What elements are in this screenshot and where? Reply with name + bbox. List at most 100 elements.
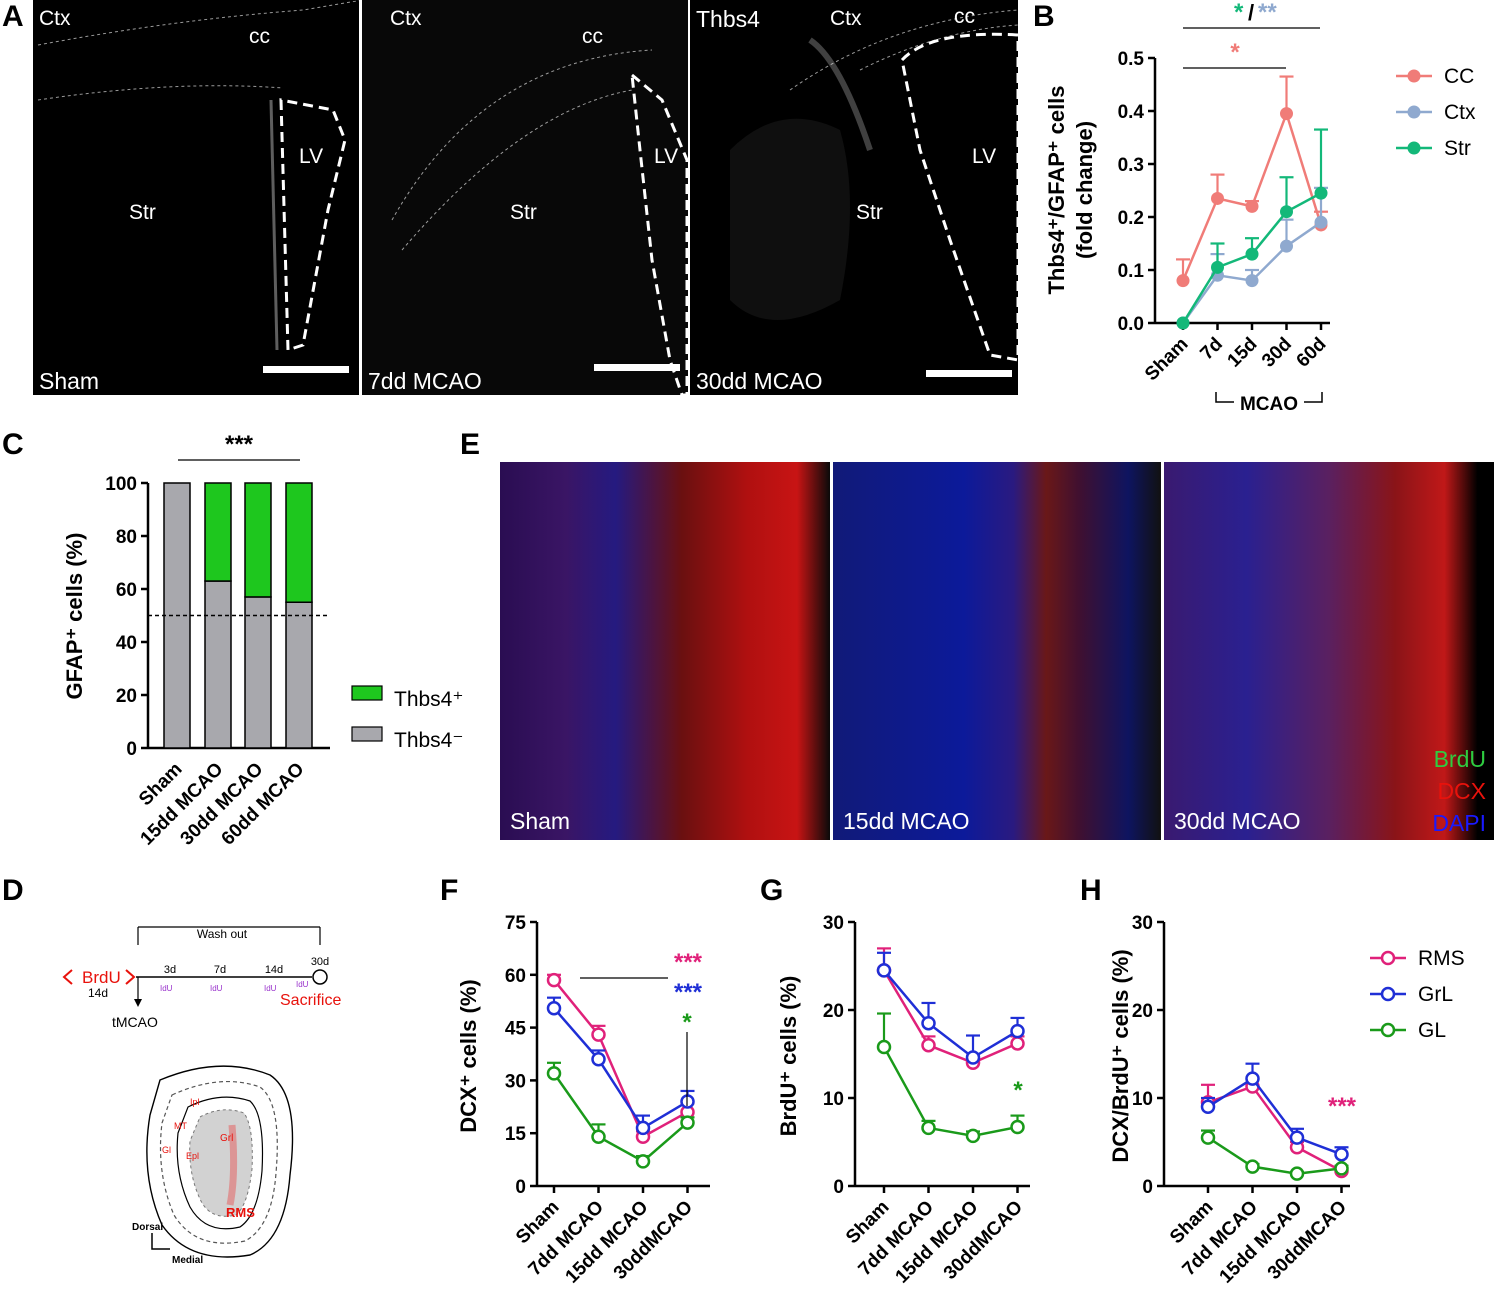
data-point [1245, 1159, 1260, 1174]
data-point [546, 1066, 562, 1081]
y-tick-label: 10 [823, 1089, 844, 1110]
data-point [1314, 215, 1328, 229]
day-label-7d: 7d [214, 964, 226, 976]
axis-medial: Medial [172, 1255, 203, 1266]
legend-marker [1380, 986, 1396, 1002]
channel-dapi: DAPI [1432, 810, 1486, 836]
significance-stars: *** [225, 431, 254, 458]
y-tick-label: 0.2 [1118, 208, 1144, 229]
data-point [1314, 186, 1328, 200]
data-point [921, 1015, 936, 1031]
y-tick-label: 60 [505, 966, 526, 987]
region-epl: Epl [186, 1151, 199, 1161]
bar-thbs4-pos [285, 482, 313, 603]
panel-letter-c: C [2, 428, 24, 461]
legend-marker [1407, 69, 1421, 83]
y-tick-label: 30 [823, 913, 844, 934]
y-tick-label: 0 [126, 739, 137, 760]
panel-letter-e: E [460, 428, 481, 461]
y-tick-label: 30 [1132, 913, 1153, 934]
data-point [546, 1000, 562, 1016]
y-axis-label: DCX⁺ cells (%) [456, 979, 481, 1132]
data-point [1200, 1130, 1216, 1145]
data-point [1289, 1130, 1305, 1145]
wash-out-label: Wash out [197, 927, 248, 941]
idu-label: IdU [160, 984, 173, 993]
data-point [965, 1128, 981, 1144]
series-line-rms [882, 969, 1018, 1065]
data-point [921, 1120, 936, 1136]
y-tick-label: 20 [823, 1001, 844, 1022]
marker-label: Thbs4 [696, 6, 760, 32]
region-rms: RMS [226, 1205, 255, 1220]
data-point [1176, 274, 1190, 288]
channel-dcx: DCX [1437, 778, 1486, 804]
y-axis-label-line2: (fold change) [1072, 121, 1097, 259]
day-label-3d: 3d [164, 964, 176, 976]
legend-label: GrL [1418, 983, 1453, 1006]
x-tick-label: 15d [1224, 334, 1262, 372]
series-line-gl [552, 1072, 689, 1163]
idu-label: IdU [210, 984, 223, 993]
label-ctx: Ctx [390, 7, 422, 30]
tmcao-label: tMCAO [112, 1014, 158, 1030]
condition-label: Sham [39, 368, 100, 394]
series-line-grl [1207, 1076, 1342, 1156]
idu-label: IdU [264, 984, 277, 993]
y-axis-label: BrdU⁺ cells (%) [776, 976, 801, 1137]
panel-letter-b: B [1033, 0, 1055, 33]
y-tick-label: 0 [515, 1177, 526, 1198]
label-str: Str [856, 201, 883, 224]
significance-star: * [1230, 39, 1240, 66]
sacrifice-label: Sacrifice [280, 992, 341, 1009]
y-tick-label: 80 [116, 527, 137, 548]
bar-thbs4-neg [244, 596, 272, 749]
y-axis-label-line1: Thbs4⁺/GFAP⁺ cells [1044, 85, 1069, 294]
y-tick-label: 0 [1142, 1177, 1153, 1198]
data-point [680, 1115, 695, 1130]
legend-marker [1407, 105, 1421, 119]
condition-label: 7dd MCAO [368, 368, 482, 394]
label-str: Str [129, 201, 156, 224]
significance-stars: *** [1328, 1093, 1357, 1120]
scale-bar [594, 364, 680, 371]
scale-bar [926, 370, 1012, 377]
data-point [591, 1027, 606, 1042]
y-tick-label: 0.1 [1118, 261, 1145, 282]
day-label-30d: 30d [311, 956, 329, 968]
region-ipl: Ipl [190, 1097, 200, 1107]
data-point [546, 972, 562, 988]
micrograph-30dd-mcao: Thbs4 Ctx cc Str LV 30dd MCAO [690, 0, 1018, 395]
region-gl: Gl [162, 1145, 171, 1155]
fluorescence-15dd-mcao: 15dd MCAO [833, 462, 1161, 840]
y-tick-label: 0.5 [1118, 49, 1145, 70]
y-tick-label: 0.4 [1118, 102, 1145, 123]
data-point [1010, 1036, 1025, 1051]
day-label-14d: 14d [265, 964, 283, 976]
micrograph-sham-outlines [37, 0, 359, 353]
significance-stars: *** [674, 979, 703, 1006]
significance-star: * [1234, 0, 1244, 26]
legend-label: RMS [1418, 947, 1465, 970]
micrograph-30dd-outlines [730, 9, 1018, 362]
legend-label: Ctx [1444, 101, 1476, 124]
panel-letter-f: F [440, 874, 459, 907]
series-line-gl [882, 1046, 1018, 1138]
data-point [591, 1052, 606, 1067]
label-cc: cc [582, 25, 603, 48]
data-point [1245, 199, 1259, 213]
y-tick-label: 20 [1132, 1001, 1153, 1022]
data-point [876, 1039, 892, 1055]
condition-label: Sham [510, 808, 571, 834]
mcao-bracket-gap [1234, 392, 1304, 412]
label-ctx: Ctx [39, 7, 71, 30]
mcao-group-label: MCAO [1240, 394, 1298, 415]
y-axis-label: DCX/BrdU⁺ cells (%) [1108, 949, 1133, 1162]
micrograph-7dd-outlines [391, 49, 688, 395]
series-line-grl [553, 1007, 689, 1130]
legend-label: Str [1444, 137, 1471, 160]
y-tick-label: 0.0 [1118, 314, 1144, 335]
y-tick-label: 0.3 [1118, 155, 1144, 176]
